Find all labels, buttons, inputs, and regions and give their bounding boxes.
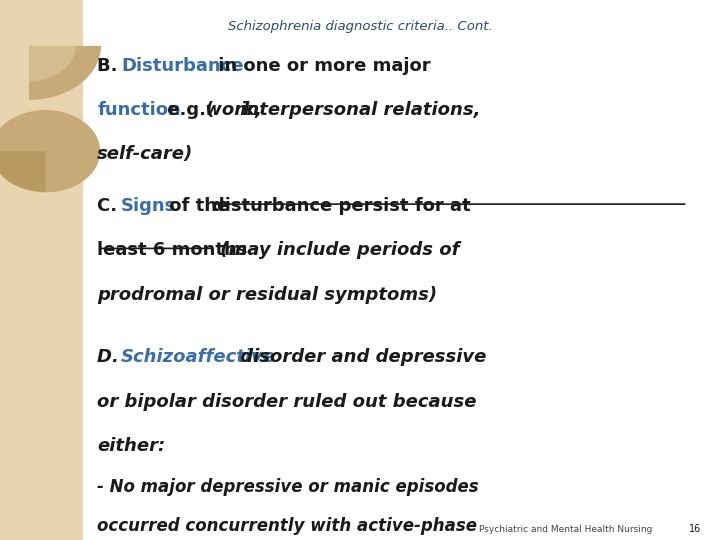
Text: 16: 16 <box>689 523 701 534</box>
Text: in one or more major: in one or more major <box>212 57 431 75</box>
Text: (may include periods of: (may include periods of <box>214 241 459 259</box>
Wedge shape <box>29 46 101 100</box>
Text: e.g.(: e.g.( <box>161 101 214 119</box>
Bar <box>0 0 83 540</box>
Text: of the: of the <box>163 197 235 215</box>
Text: Schizophrenia diagnostic criteria.. Cont.: Schizophrenia diagnostic criteria.. Cont… <box>228 20 492 33</box>
Text: D.: D. <box>97 348 125 366</box>
Circle shape <box>0 111 99 192</box>
Text: either:: either: <box>97 437 166 455</box>
Text: Disturbance: Disturbance <box>121 57 243 75</box>
Text: disorder and depressive: disorder and depressive <box>234 348 487 366</box>
Text: occurred concurrently with active-phase: occurred concurrently with active-phase <box>97 517 477 535</box>
Text: C.: C. <box>97 197 124 215</box>
Text: Signs: Signs <box>121 197 176 215</box>
Text: work,: work, <box>199 101 263 119</box>
Text: interpersonal relations,: interpersonal relations, <box>234 101 480 119</box>
Text: B.: B. <box>97 57 124 75</box>
Text: disturbance persist for at: disturbance persist for at <box>212 197 470 215</box>
Text: - No major depressive or manic episodes: - No major depressive or manic episodes <box>97 478 479 496</box>
Text: Psychiatric and Mental Health Nursing: Psychiatric and Mental Health Nursing <box>479 524 652 534</box>
Wedge shape <box>0 151 45 192</box>
Text: or bipolar disorder ruled out because: or bipolar disorder ruled out because <box>97 393 477 410</box>
Text: prodromal or residual symptoms): prodromal or residual symptoms) <box>97 286 437 303</box>
Text: least 6 months: least 6 months <box>97 241 248 259</box>
Text: self-care): self-care) <box>97 145 194 163</box>
Wedge shape <box>29 46 76 81</box>
Text: Schizoaffective: Schizoaffective <box>121 348 276 366</box>
Text: function: function <box>97 101 181 119</box>
